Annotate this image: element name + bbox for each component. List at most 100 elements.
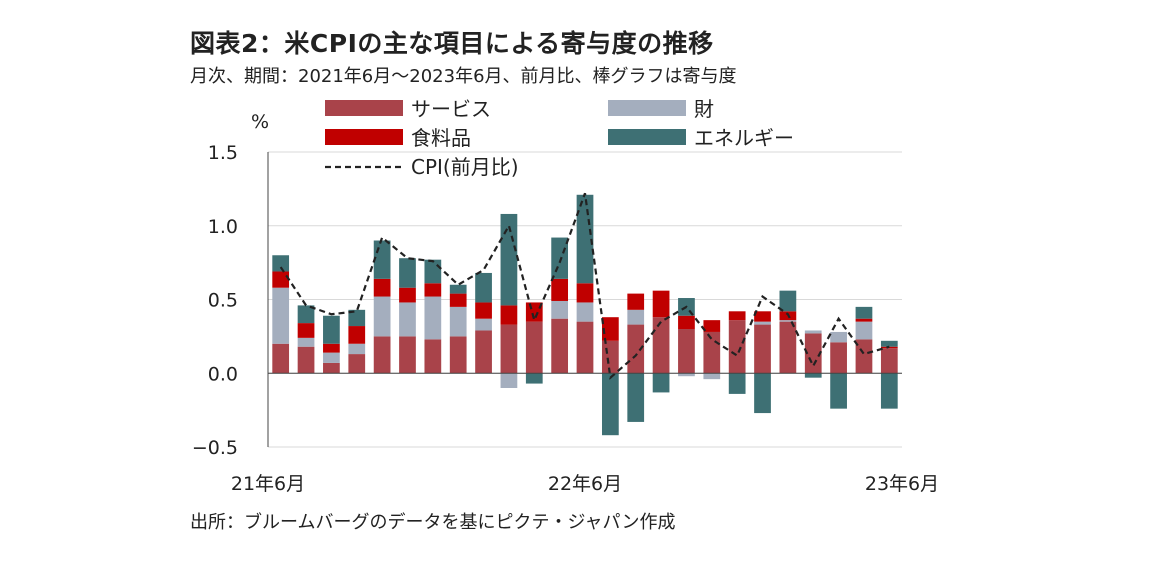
bar-services	[272, 343, 290, 374]
bar-goods	[627, 309, 645, 325]
bar-goods	[754, 321, 771, 325]
bar-services	[652, 317, 670, 374]
bar-energy	[373, 240, 391, 279]
bar-food	[678, 315, 695, 329]
legend-swatch-goods	[608, 100, 686, 116]
chart-title: 図表2：米CPIの主な項目による寄与度の推移	[190, 29, 714, 58]
bar-goods	[399, 302, 416, 337]
bar-services	[830, 342, 847, 374]
source-note: 出所：ブルームバーグのデータを基にピクテ・ジャパン作成	[190, 512, 676, 533]
legend-label-services: サービス	[411, 97, 491, 121]
bar-food	[855, 318, 873, 322]
bar-goods	[323, 352, 340, 363]
bar-services	[449, 336, 467, 374]
y-tick-label: 0.0	[208, 363, 238, 385]
bar-energy	[627, 373, 645, 422]
bar-goods	[576, 302, 594, 322]
x-tick-label: 21年6月	[231, 473, 305, 495]
bar-food	[297, 323, 315, 338]
bar-food	[754, 311, 771, 322]
y-tick-label: 0.5	[208, 290, 238, 312]
chart-subtitle: 月次、期間：2021年6月～2023年6月、前月比、棒グラフは寄与度	[190, 66, 737, 87]
legend-swatch-food	[325, 129, 403, 145]
bar-goods	[855, 321, 873, 340]
bar-energy	[652, 373, 670, 393]
bar-services	[576, 321, 594, 374]
bar-energy	[551, 237, 569, 279]
bar-services	[754, 324, 771, 374]
bar-food	[601, 317, 619, 341]
bar-services	[348, 354, 366, 374]
bar-food	[728, 311, 746, 321]
cpi-line	[279, 192, 890, 380]
bar-energy	[525, 373, 543, 384]
bar-energy	[576, 194, 594, 284]
bar-food	[475, 302, 492, 319]
bar-food	[703, 320, 721, 332]
bar-energy	[728, 373, 746, 394]
bar-food	[576, 283, 594, 303]
bars-layer	[272, 194, 898, 436]
bar-services	[880, 348, 898, 374]
bar-services	[525, 321, 543, 374]
bar-goods	[373, 296, 391, 337]
bar-services	[779, 321, 797, 374]
bar-goods	[500, 373, 518, 388]
x-tick-label: 22年6月	[548, 473, 622, 495]
bar-goods	[424, 296, 442, 340]
bar-food	[424, 283, 442, 297]
bar-services	[399, 336, 416, 374]
bar-energy	[754, 373, 771, 414]
bar-energy	[475, 272, 492, 303]
bar-food	[449, 293, 467, 307]
y-unit-label: %	[251, 111, 269, 133]
legend-label-food: 食料品	[411, 126, 471, 150]
axis-layer: 1.5 1.0 0.5 0.0 −0.5% 21年6月 22年6月 23年6月	[192, 111, 939, 495]
y-tick-label: 1.0	[208, 216, 238, 238]
bar-energy	[424, 259, 442, 284]
bar-energy	[880, 373, 898, 409]
bar-food	[323, 343, 340, 353]
legend-label-goods: 財	[694, 97, 714, 121]
bar-energy	[830, 373, 847, 409]
bar-energy	[500, 213, 518, 306]
bar-energy	[779, 290, 797, 312]
bar-food	[551, 278, 569, 301]
bar-food	[348, 326, 366, 344]
bar-goods	[272, 287, 290, 344]
bar-food	[500, 305, 518, 325]
y-tick-label: 1.5	[208, 142, 238, 164]
bar-services	[297, 346, 315, 374]
bar-food	[373, 278, 391, 297]
legend-label-cpi: CPI(前月比)	[411, 155, 519, 179]
bar-services	[627, 324, 645, 374]
bar-food	[652, 290, 670, 318]
bar-energy	[601, 373, 619, 436]
x-tick-label: 23年6月	[865, 473, 939, 495]
bar-services	[678, 329, 695, 374]
bar-goods	[779, 320, 797, 322]
bar-food	[627, 293, 645, 310]
bar-services	[424, 339, 442, 374]
bar-goods	[804, 330, 822, 334]
bar-services	[323, 362, 340, 374]
bar-goods	[348, 343, 366, 355]
legend-label-energy: エネルギー	[694, 126, 794, 150]
bar-energy_extra	[880, 340, 898, 347]
legend-swatch-energy	[608, 129, 686, 145]
bar-services	[855, 339, 873, 374]
bar-food	[272, 271, 290, 288]
bar-energy	[297, 305, 315, 324]
bar-energy	[272, 255, 290, 272]
legend-swatch-services	[325, 100, 403, 116]
bar-goods	[703, 373, 721, 380]
bar-services	[728, 320, 746, 374]
bar-goods	[475, 318, 492, 331]
bar-goods	[678, 373, 695, 377]
bar-services	[373, 336, 391, 374]
bar-goods	[551, 300, 569, 319]
bar-energy	[804, 373, 822, 378]
cpi-line-layer	[279, 192, 890, 380]
bar-energy	[449, 284, 467, 294]
